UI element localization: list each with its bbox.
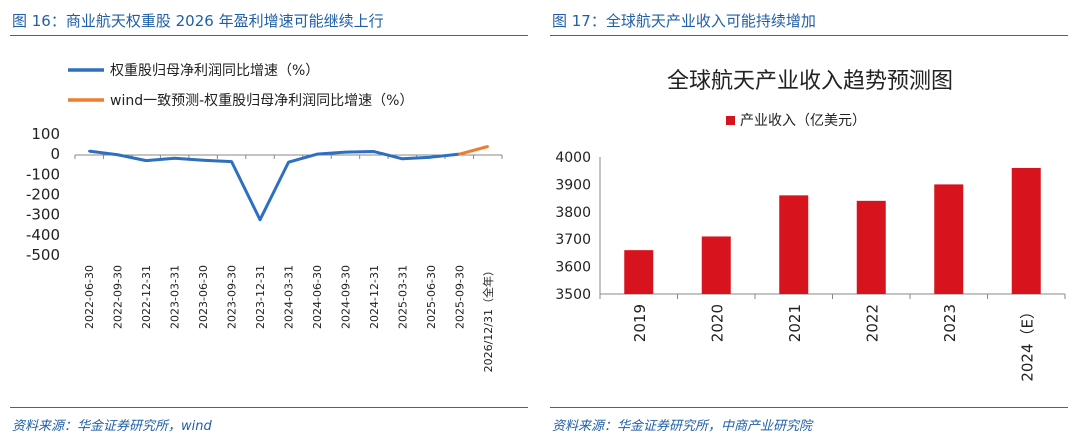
y-tick-label: -300 [26,206,60,224]
bar-2023 [934,184,964,294]
y-tick-label: 4000 [555,150,591,166]
x-tick-label: 2019 [631,304,649,342]
figure-17-panel: 图 17：全球航天产业收入可能持续增加 全球航天产业收入趋势预测图产业收入（亿美… [540,0,1080,445]
legend-label-2: wind一致预测-权重股归母净利润同比增速（%） [110,92,413,109]
y-tick-label: 3800 [555,205,591,221]
x-tick-label: 2024-03-31 [283,265,296,329]
x-tick-label: 2023-06-30 [197,265,210,329]
x-tick-label: 2023-12-31 [254,265,267,329]
y-tick-label: 3900 [555,177,591,193]
legend-label: 产业收入（亿美元） [740,113,866,129]
x-tick-label: 2022-12-31 [140,265,153,329]
x-tick-label: 2022-06-30 [83,265,96,329]
y-tick-label: 100 [31,125,60,143]
legend-label-1: 权重股归母净利润同比增速（%） [110,62,319,79]
x-tick-label: 2022-09-30 [112,265,125,329]
figure-17-label: 图 17： [552,12,606,30]
x-tick-label: 2024-09-30 [339,265,352,329]
x-tick-label: 2025-06-30 [425,265,438,329]
chart-title: 全球航天产业收入趋势预测图 [667,69,953,94]
data-point-s1-8 [287,161,290,164]
x-tick-label: 2025-03-31 [396,265,409,329]
series-line-1 [89,149,460,222]
legend-swatch [726,116,735,125]
x-tick-label: 2020 [708,304,726,342]
bar-2021 [779,195,809,294]
figure-16-bottom-rule [10,407,528,408]
data-point-s1-11 [372,150,376,153]
figure-16-source: 资料来源：华金证券研究所，wind [12,419,212,434]
x-tick-label: 2024-06-30 [311,265,324,329]
data-point-s1-13 [429,155,433,159]
figure-17-source: 资料来源：华金证券研究所，中商产业研究院 [552,419,813,434]
y-tick-label: 0 [50,145,60,163]
y-tick-label: -500 [26,246,60,264]
figure-17-caption: 全球航天产业收入可能持续增加 [605,12,816,30]
y-tick-label: 3600 [555,260,591,276]
y-tick-label: 3700 [555,232,591,248]
y-tick-label: -100 [26,165,60,183]
data-point-s1-7 [258,218,262,221]
data-point-s1-5 [201,159,205,162]
data-point-s1-10 [344,150,347,154]
bar-2020 [701,236,731,294]
x-tick-label: 2025-09-30 [453,265,466,329]
x-tick-label: 2022 [863,304,881,342]
data-point-s1-12 [401,157,404,161]
figure-17-bottom-rule [550,407,1068,408]
data-point-s1-1 [88,149,91,153]
x-tick-label: 2023-03-31 [169,265,182,329]
x-tick-label: 2024（E） [1018,304,1036,382]
figure-16-panel: 图 16：商业航天权重股 2026 年盈利增速可能继续上行 权重股归母净利润同比… [10,10,528,434]
figure-16-title: 图 16：商业航天权重股 2026 年盈利增速可能继续上行 [12,10,384,31]
figure-16-label: 图 16： [12,12,66,30]
figure-16-caption: 商业航天权重股 2026 年盈利增速可能继续上行 [65,12,384,30]
x-tick-label: 2024-12-31 [368,265,381,329]
y-tick-label: -400 [26,226,60,244]
series-line-2 [458,145,489,156]
figure-17-title: 图 17：全球航天产业收入可能持续增加 [552,10,816,31]
bar-2022 [856,200,886,294]
data-point-s1-2 [116,153,119,156]
figure-16-top-rule [10,35,528,36]
data-point-s1-3 [144,159,148,162]
x-tick-label: 2021 [786,304,804,342]
data-point-s2-14 [458,152,461,156]
data-point-s1-6 [230,160,233,163]
line-chart: 权重股归母净利润同比增速（%） wind一致预测-权重股归母净利润同比增速（%） 1… [26,62,503,372]
y-tick-label: 3500 [555,287,591,303]
bar-2024（E） [1011,167,1041,294]
data-point-s2-15 [486,145,489,148]
x-tick-label: 2023 [941,304,959,342]
figure-17-top-rule [550,35,1068,36]
data-point-s1-9 [315,152,319,156]
x-tick-label: 2023-09-30 [226,265,239,329]
y-tick-label: -200 [26,186,60,204]
bar-2019 [624,250,654,294]
x-tick-label: 2026/12/31（全年） [481,265,495,372]
data-point-s1-4 [173,157,176,160]
